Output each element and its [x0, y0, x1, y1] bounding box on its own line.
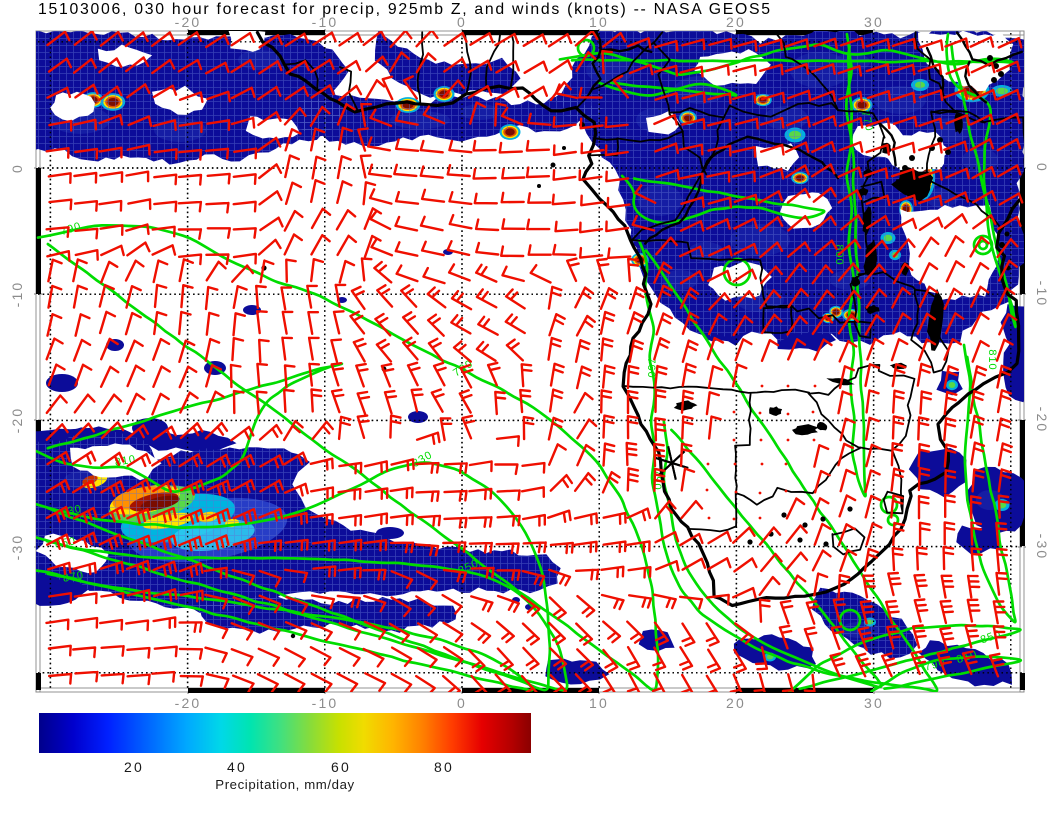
svg-text:-30: -30	[1034, 534, 1050, 561]
svg-text:-20: -20	[175, 14, 202, 30]
svg-text:30: 30	[864, 14, 884, 30]
svg-text:0: 0	[1034, 163, 1050, 173]
svg-text:-10: -10	[9, 281, 25, 308]
svg-text:40: 40	[227, 759, 247, 775]
svg-text:-20: -20	[175, 695, 202, 711]
svg-text:20: 20	[124, 759, 144, 775]
svg-text:-10: -10	[312, 14, 339, 30]
svg-text:10: 10	[589, 695, 609, 711]
svg-text:0: 0	[457, 14, 467, 30]
svg-text:10: 10	[589, 14, 609, 30]
svg-text:0: 0	[9, 163, 25, 173]
svg-text:60: 60	[331, 759, 351, 775]
svg-text:-10: -10	[312, 695, 339, 711]
svg-text:30: 30	[864, 695, 884, 711]
svg-text:Precipitation, mm/day: Precipitation, mm/day	[215, 777, 354, 792]
svg-text:80: 80	[434, 759, 454, 775]
svg-text:-20: -20	[9, 407, 25, 434]
svg-text:15103006, 030 hour forecast fo: 15103006, 030 hour forecast for precip, …	[38, 1, 772, 18]
svg-text:-30: -30	[9, 534, 25, 561]
svg-text:760: 760	[645, 357, 657, 378]
svg-text:870: 870	[62, 569, 85, 585]
svg-text:810: 810	[986, 349, 998, 370]
svg-text:20: 20	[726, 14, 746, 30]
svg-text:0: 0	[457, 695, 467, 711]
svg-text:20: 20	[726, 695, 746, 711]
svg-text:-20: -20	[1034, 407, 1050, 434]
svg-text:-10: -10	[1034, 281, 1050, 308]
